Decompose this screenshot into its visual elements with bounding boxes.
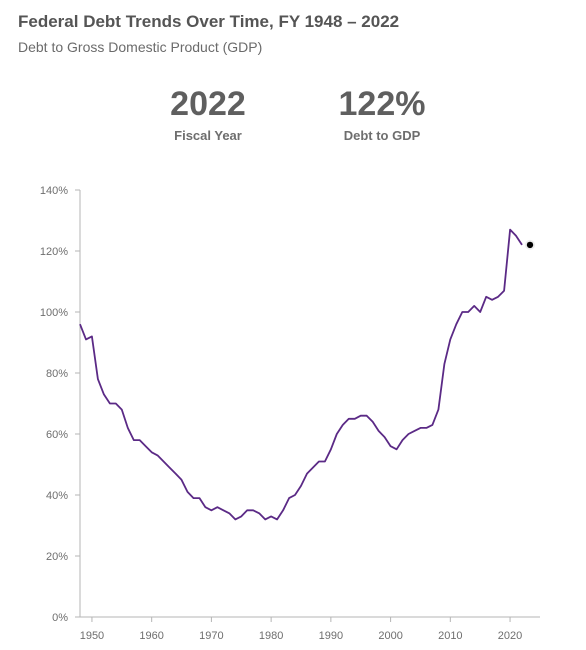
- y-tick-label: 20%: [46, 551, 68, 563]
- x-tick-label: 2020: [498, 630, 522, 642]
- stat-debt-to-gdp-value: 122%: [338, 85, 426, 123]
- debt-series-line: [79, 228, 523, 521]
- y-tick-label: 120%: [40, 246, 68, 258]
- x-tick-label: 1970: [199, 630, 223, 642]
- y-tick-label: 140%: [40, 185, 68, 197]
- stat-debt-to-gdp: 122% Debt to GDP: [322, 84, 442, 143]
- y-tick-label: 0%: [52, 612, 68, 624]
- x-tick-label: 1990: [319, 630, 343, 642]
- x-tick-label: 1960: [139, 630, 163, 642]
- stat-fiscal-year-label: Fiscal Year: [174, 128, 242, 143]
- stat-fiscal-year: 2022 Fiscal Year: [150, 84, 266, 143]
- chart-subtitle: Debt to Gross Domestic Product (GDP): [18, 39, 263, 55]
- stat-fiscal-year-value: 2022: [170, 85, 246, 123]
- y-tick-label: 100%: [40, 307, 68, 319]
- y-tick-label: 80%: [46, 368, 68, 380]
- y-tick-label: 60%: [46, 429, 68, 441]
- chart-title: Federal Debt Trends Over Time, FY 1948 –…: [18, 12, 400, 31]
- y-tick-label: 40%: [46, 490, 68, 502]
- x-tick-label: 2000: [378, 630, 402, 642]
- x-tick-label: 1950: [80, 630, 104, 642]
- stat-debt-to-gdp-label: Debt to GDP: [343, 128, 421, 143]
- x-tick-label: 1980: [259, 630, 283, 642]
- x-tick-label: 2010: [438, 630, 462, 642]
- highlight-point: [526, 241, 534, 249]
